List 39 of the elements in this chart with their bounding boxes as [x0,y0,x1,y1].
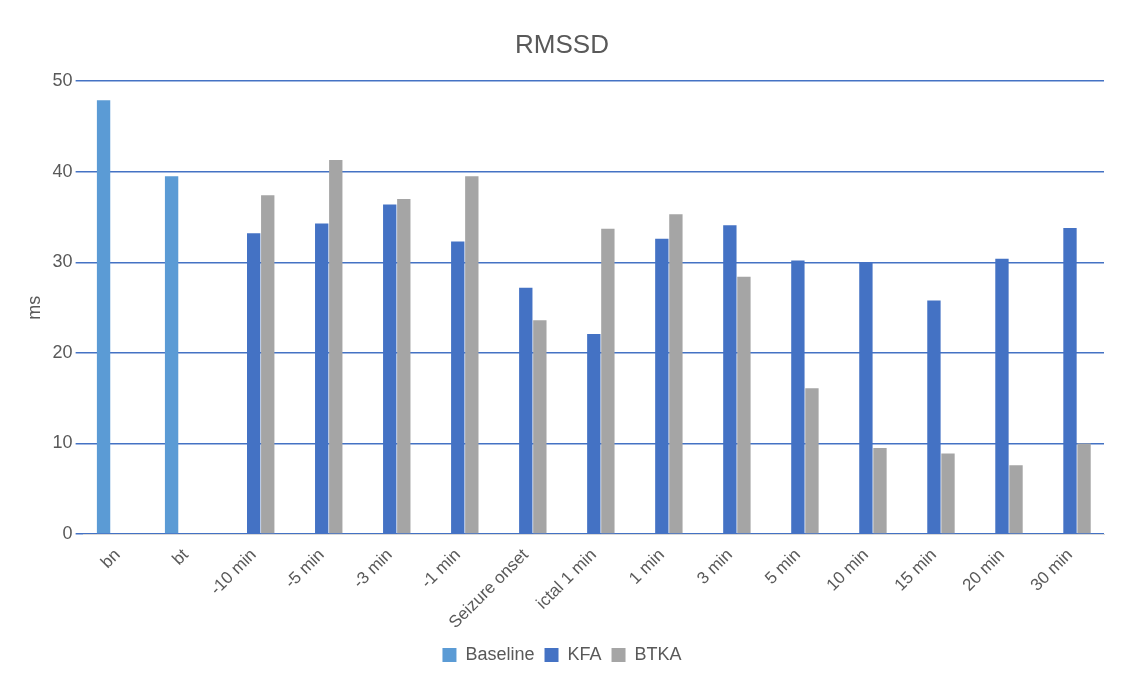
bar [1009,465,1023,534]
x-tick-label: bt [168,544,192,569]
x-tick-label: 15 min [890,544,941,595]
x-tick-label: 5 min [761,544,805,588]
bar [96,100,111,534]
bar [533,320,547,534]
y-axis-title: ms [23,295,44,320]
bar [601,228,615,534]
chart-title: RMSSD [515,28,609,59]
bar [805,388,819,534]
x-tick-label: 1 min [625,544,668,588]
bar [164,176,179,534]
y-tick-label: 0 [62,523,73,544]
bar [941,453,955,534]
bar [669,214,683,534]
x-tick-label: -10 min [206,544,260,599]
x-tick-label: 3 min [693,544,736,588]
x-tick-label: -3 min [349,544,396,592]
legend-label: KFA [567,643,602,664]
bar [329,160,343,534]
x-tick-label: 30 min [1026,544,1077,595]
bar [1077,443,1091,534]
x-tick-label: bn [96,544,124,572]
x-tick-label: -1 min [417,544,464,592]
y-tick-label: 50 [52,70,73,91]
y-tick-label: 30 [52,251,73,272]
y-tick-label: 10 [52,432,73,453]
x-tick-label: 10 min [822,544,873,595]
bar [465,176,479,534]
y-tick-label: 20 [52,341,73,362]
bar [397,198,411,534]
x-tick-label: 20 min [958,544,1009,595]
y-tick-label: 40 [52,160,73,181]
legend-label: Baseline [465,643,535,664]
x-tick-label: -5 min [281,544,328,592]
bar [261,195,275,534]
legend-label: BTKA [634,643,682,664]
bar [873,448,887,534]
bar [737,276,751,534]
